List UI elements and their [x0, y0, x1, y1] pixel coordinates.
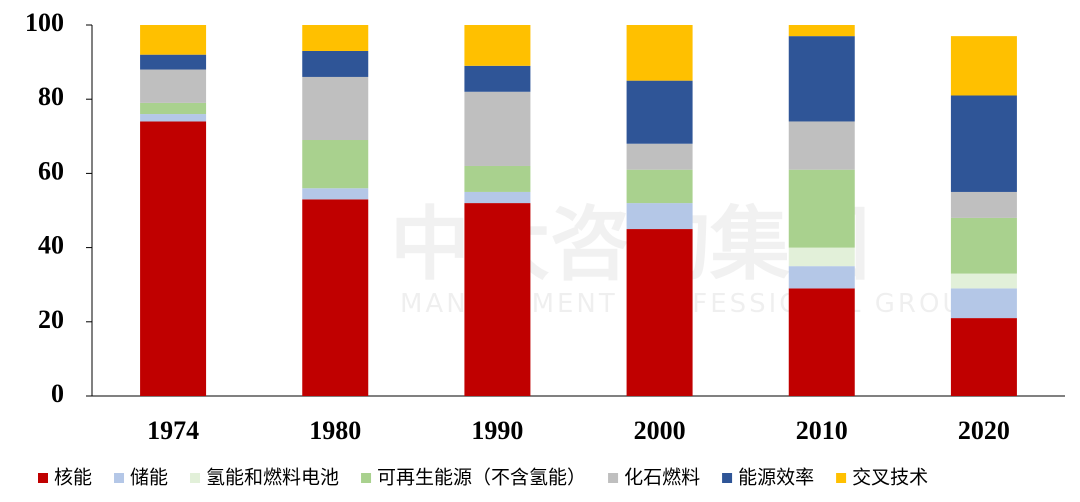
- bar-segment: [302, 25, 369, 51]
- bar-segment: [626, 203, 693, 230]
- x-tick-label: 1974: [147, 416, 199, 445]
- y-tick-label: 20: [38, 305, 64, 334]
- bar-segment: [626, 143, 693, 170]
- y-tick-label: 40: [38, 231, 64, 260]
- legend-label: 储能: [130, 467, 168, 489]
- legend-label: 可再生能源（不含氢能）: [377, 467, 586, 489]
- bar-segment: [464, 65, 531, 92]
- x-tick-label: 2010: [796, 416, 848, 445]
- bar-segment: [788, 288, 855, 396]
- x-tick-label: 1980: [309, 416, 361, 445]
- bar-segment: [464, 91, 531, 166]
- legend-label: 氢能和燃料电池: [206, 467, 339, 489]
- bar-segment: [140, 25, 207, 55]
- bar-segment: [950, 273, 1017, 289]
- bar-segment: [950, 191, 1017, 218]
- y-tick-label: 80: [38, 82, 64, 111]
- bar-segment: [140, 121, 207, 397]
- bar-segment: [788, 36, 855, 122]
- bar-segment: [302, 199, 369, 396]
- x-tick-label: 2000: [634, 416, 686, 445]
- bar-segment: [464, 165, 531, 192]
- bar-segment: [950, 288, 1017, 319]
- bar-segment: [302, 76, 369, 141]
- bar-segment: [626, 229, 693, 396]
- bar-segment: [464, 203, 531, 396]
- bar-segment: [788, 121, 855, 170]
- legend-swatch: [38, 473, 48, 483]
- y-tick-label: 60: [38, 156, 64, 185]
- y-tick-label: 100: [25, 8, 64, 37]
- y-tick-label: 0: [51, 379, 64, 408]
- bar-segment: [302, 188, 369, 200]
- legend-swatch: [722, 473, 733, 483]
- bar-segment: [950, 95, 1017, 192]
- bar-segment: [626, 169, 693, 204]
- legend-label: 化石燃料: [624, 467, 700, 489]
- legend-swatch: [114, 473, 125, 483]
- legend-swatch: [361, 473, 372, 483]
- legend-swatch: [190, 473, 201, 483]
- legend-swatch: [608, 473, 619, 483]
- bar-segment: [140, 102, 207, 115]
- legend-label: 能源效率: [738, 467, 814, 489]
- bar-segment: [302, 50, 369, 77]
- bar-segment: [140, 69, 207, 103]
- legend-label: 交叉技术: [852, 467, 928, 489]
- bar-segment: [788, 169, 855, 248]
- bar-segment: [788, 266, 855, 289]
- x-tick-label: 2020: [958, 416, 1010, 445]
- bar-segment: [788, 25, 855, 37]
- bar-segment: [950, 36, 1017, 96]
- bar-segment: [302, 140, 369, 189]
- bar-segment: [950, 217, 1017, 274]
- bar-segment: [626, 80, 693, 144]
- legend-label: 核能: [54, 467, 92, 489]
- bar-segment: [140, 54, 207, 70]
- bar-segment: [464, 191, 531, 204]
- bar-segment: [788, 247, 855, 267]
- legend-swatch: [836, 473, 847, 483]
- bar-segment: [140, 114, 207, 122]
- x-tick-label: 1990: [471, 416, 523, 445]
- bar-segment: [950, 318, 1017, 396]
- bar-segment: [626, 25, 693, 81]
- bar-segment: [464, 25, 531, 66]
